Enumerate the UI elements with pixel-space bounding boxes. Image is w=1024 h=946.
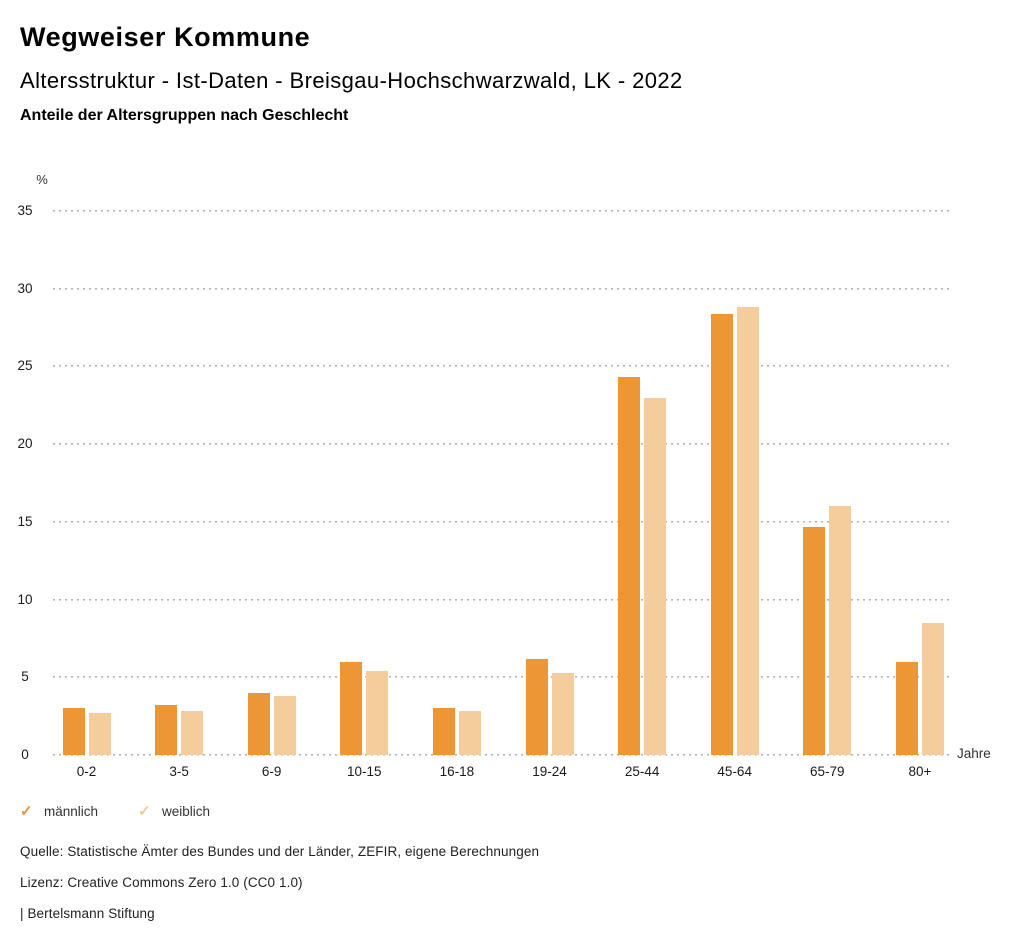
x-tick-label-16-18: 16-18: [439, 764, 475, 779]
x-axis-unit-label: Jahre: [957, 746, 991, 761]
y-axis-unit-label: %: [36, 172, 48, 187]
source-text: Quelle: Statistische Ämter des Bundes un…: [20, 844, 540, 859]
bar-weiblich-16-18: [459, 711, 481, 755]
bar-weiblich-45-64: [737, 307, 759, 755]
y-tick-label-25: 25: [17, 358, 33, 374]
gridline-25: [53, 365, 952, 368]
bar-weiblich-25-44: [644, 398, 666, 755]
bar-männlich-3-5: [155, 705, 177, 755]
x-tick-label-10-15: 10-15: [347, 764, 382, 779]
y-tick-label-15: 15: [17, 513, 33, 529]
x-tick-label-80+: 80+: [908, 764, 932, 779]
bar-weiblich-0-2: [89, 713, 111, 755]
gridline-35: [53, 210, 952, 212]
page-title: Wegweiser Kommune: [20, 22, 311, 52]
chart-sub-subtitle: Anteile der Altersgruppen nach Geschlech…: [20, 107, 349, 124]
bar-weiblich-65-79: [829, 506, 851, 755]
bar-weiblich-10-15: [366, 671, 388, 755]
gridline-5: [53, 676, 952, 679]
bar-weiblich-19-24: [552, 673, 574, 755]
gridline-20: [53, 443, 952, 446]
x-tick-label-0-2: 0-2: [76, 764, 97, 779]
gridline-10: [53, 598, 952, 601]
x-tick-label-19-24: 19-24: [532, 764, 567, 779]
y-tick-label-10: 10: [17, 591, 33, 607]
y-tick-label-30: 30: [17, 280, 33, 296]
bar-männlich-10-15: [340, 662, 362, 755]
legend-label: männlich: [44, 804, 99, 819]
y-tick-label-20: 20: [17, 436, 33, 452]
bar-männlich-16-18: [433, 708, 455, 755]
x-tick-label-25-44: 25-44: [624, 764, 660, 779]
gridline-15: [53, 520, 952, 523]
checkmark-icon: ✓: [138, 803, 151, 820]
x-tick-label-65-79: 65-79: [810, 764, 845, 779]
bar-männlich-65-79: [803, 527, 825, 755]
x-tick-label-45-64: 45-64: [717, 764, 752, 779]
chart-subtitle: Altersstruktur - Ist-Daten - Breisgau-Ho…: [20, 68, 683, 93]
y-tick-label-35: 35: [17, 203, 33, 218]
bar-männlich-45-64: [711, 314, 733, 755]
bar-weiblich-3-5: [181, 711, 203, 755]
bar-männlich-6-9: [248, 693, 270, 755]
checkmark-icon: ✓: [20, 803, 33, 820]
license-text: Lizenz: Creative Commons Zero 1.0 (CC0 1…: [20, 875, 303, 890]
y-tick-label-0: 0: [21, 747, 29, 762]
bar-männlich-19-24: [526, 659, 548, 755]
gridline-0: [53, 754, 952, 756]
x-tick-label-3-5: 3-5: [169, 764, 189, 779]
gridline-30: [53, 287, 952, 290]
legend-item-männlich[interactable]: ✓ männlich: [20, 803, 130, 823]
bar-männlich-80+: [896, 662, 918, 755]
bar-weiblich-6-9: [274, 696, 296, 755]
bar-männlich-0-2: [63, 708, 85, 755]
y-tick-label-5: 5: [21, 669, 29, 685]
legend-item-weiblich[interactable]: ✓ weiblich: [138, 803, 248, 823]
legend-label: weiblich: [162, 804, 211, 819]
x-tick-label-6-9: 6-9: [261, 764, 282, 779]
chart-legend: ✓ männlich ✓ weiblich: [0, 803, 1024, 823]
attribution-text: | Bertelsmann Stiftung: [20, 906, 155, 921]
bar-weiblich-80+: [922, 623, 944, 755]
bar-männlich-25-44: [618, 377, 640, 755]
